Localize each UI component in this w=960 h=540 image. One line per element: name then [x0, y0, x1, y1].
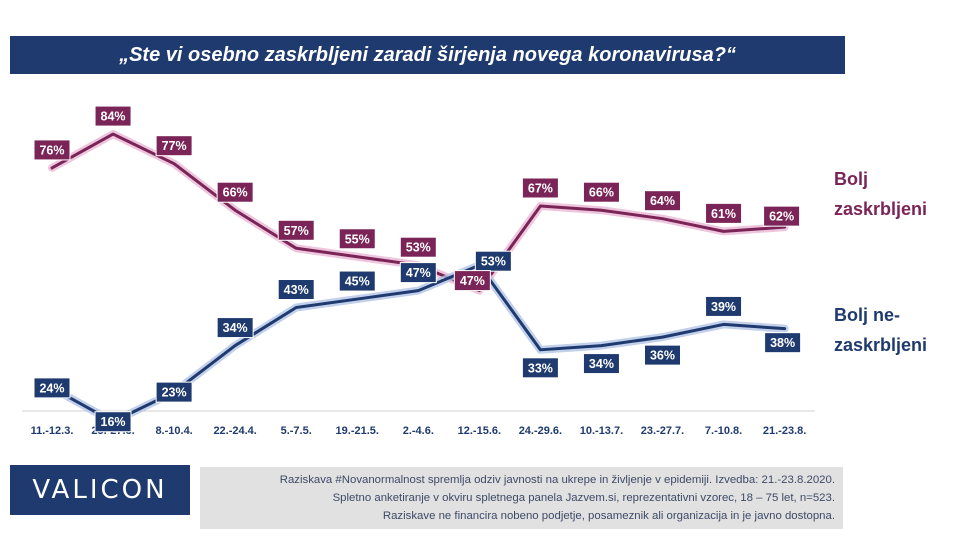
data-label-box [763, 205, 801, 227]
footnote-line-2: Spletno anketiranje v okviru spletnega p… [332, 492, 835, 504]
chart-title: „Ste vi osebno zaskrbljeni zaradi širjen… [119, 43, 736, 66]
data-label: 55% [345, 232, 370, 246]
footnote-line-1: Raziskava #Novanormalnost spremlja odziv… [279, 474, 835, 486]
data-label: 16% [101, 415, 126, 429]
data-label-box [94, 411, 132, 433]
data-label: 39% [711, 300, 736, 314]
footnote: Raziskava #Novanormalnost spremlja odziv… [200, 467, 843, 529]
data-label: 47% [460, 274, 485, 288]
data-label: 84% [101, 110, 126, 124]
data-label: 76% [39, 143, 64, 157]
x-tick-label: 2.-4.6. [403, 425, 434, 437]
data-label: 62% [769, 210, 794, 224]
data-label-box [644, 190, 681, 212]
x-tick-label: 5.-7.5. [281, 425, 312, 437]
data-label-box [764, 332, 802, 354]
valicon-logo: VALICON [10, 465, 190, 515]
data-label-box [474, 250, 512, 272]
logo-text: VALICON [32, 475, 168, 505]
data-label-box [33, 139, 71, 161]
data-label-box [155, 381, 193, 403]
data-label: 66% [223, 186, 248, 200]
data-label-box [453, 270, 491, 292]
data-label: 33% [528, 361, 553, 375]
data-label: 23% [162, 386, 187, 400]
data-label-box [521, 357, 559, 379]
legend-not-worried-line-1: Bolj ne- [834, 305, 900, 325]
data-label: 34% [223, 321, 248, 335]
x-tick-label: 24.-29.6. [519, 425, 562, 437]
data-label-box [644, 344, 681, 366]
data-label: 36% [650, 349, 675, 363]
x-tick-label: 7.-10.8. [705, 425, 742, 437]
data-label: 61% [711, 207, 736, 221]
legend-worried-line-1: Bolj [834, 169, 868, 189]
data-label-box [155, 135, 193, 157]
data-label: 45% [345, 275, 370, 289]
legend-not-worried: Bolj ne- zaskrbljeni [834, 300, 956, 360]
data-label-box [582, 353, 620, 375]
legend-worried: Bolj zaskrbljeni [834, 164, 954, 224]
data-label-box [705, 295, 743, 317]
data-label: 43% [284, 283, 309, 297]
x-tick-label: 21.-23.8. [763, 425, 806, 437]
data-label-box [216, 181, 254, 203]
data-label: 67% [528, 181, 553, 195]
data-label-box [338, 270, 376, 292]
x-tick-label: 10.-13.7. [580, 425, 623, 437]
data-label-box [582, 181, 620, 203]
data-label: 53% [406, 241, 431, 255]
data-label: 34% [589, 357, 614, 371]
data-label: 38% [770, 336, 795, 350]
data-label: 64% [650, 194, 675, 208]
data-label: 66% [589, 186, 614, 200]
data-label-box [277, 279, 315, 301]
x-tick-label: 12.-15.6. [458, 425, 501, 437]
x-tick-label: 8.-10.4. [155, 425, 192, 437]
data-label-box [338, 228, 376, 250]
legend-not-worried-line-2: zaskrbljeni [834, 335, 928, 355]
chart-title-bar: „Ste vi osebno zaskrbljeni zaradi širjen… [10, 36, 845, 74]
x-tick-label: 23.-27.7. [641, 425, 684, 437]
data-label-box [705, 202, 743, 224]
x-tick-label: 19.-21.5. [336, 425, 379, 437]
data-label-box [94, 105, 132, 127]
x-tick-label: 22.-24.4. [213, 425, 256, 437]
data-label-box [399, 236, 437, 258]
data-label: 57% [284, 224, 309, 238]
data-label-box [33, 377, 71, 399]
x-tick-label: 11.-12.3. [31, 425, 74, 437]
data-label-box [399, 262, 437, 284]
data-label: 77% [162, 139, 187, 153]
data-label: 24% [39, 381, 64, 395]
data-label-box [277, 219, 315, 241]
legend-worried-line-2: zaskrbljeni [834, 199, 928, 219]
data-label-box [216, 317, 254, 339]
data-label-box [521, 177, 559, 199]
data-label: 47% [406, 266, 431, 280]
data-label: 53% [481, 255, 506, 269]
footnote-line-3: Raziskave ne financira nobeno podjetje, … [382, 510, 835, 522]
